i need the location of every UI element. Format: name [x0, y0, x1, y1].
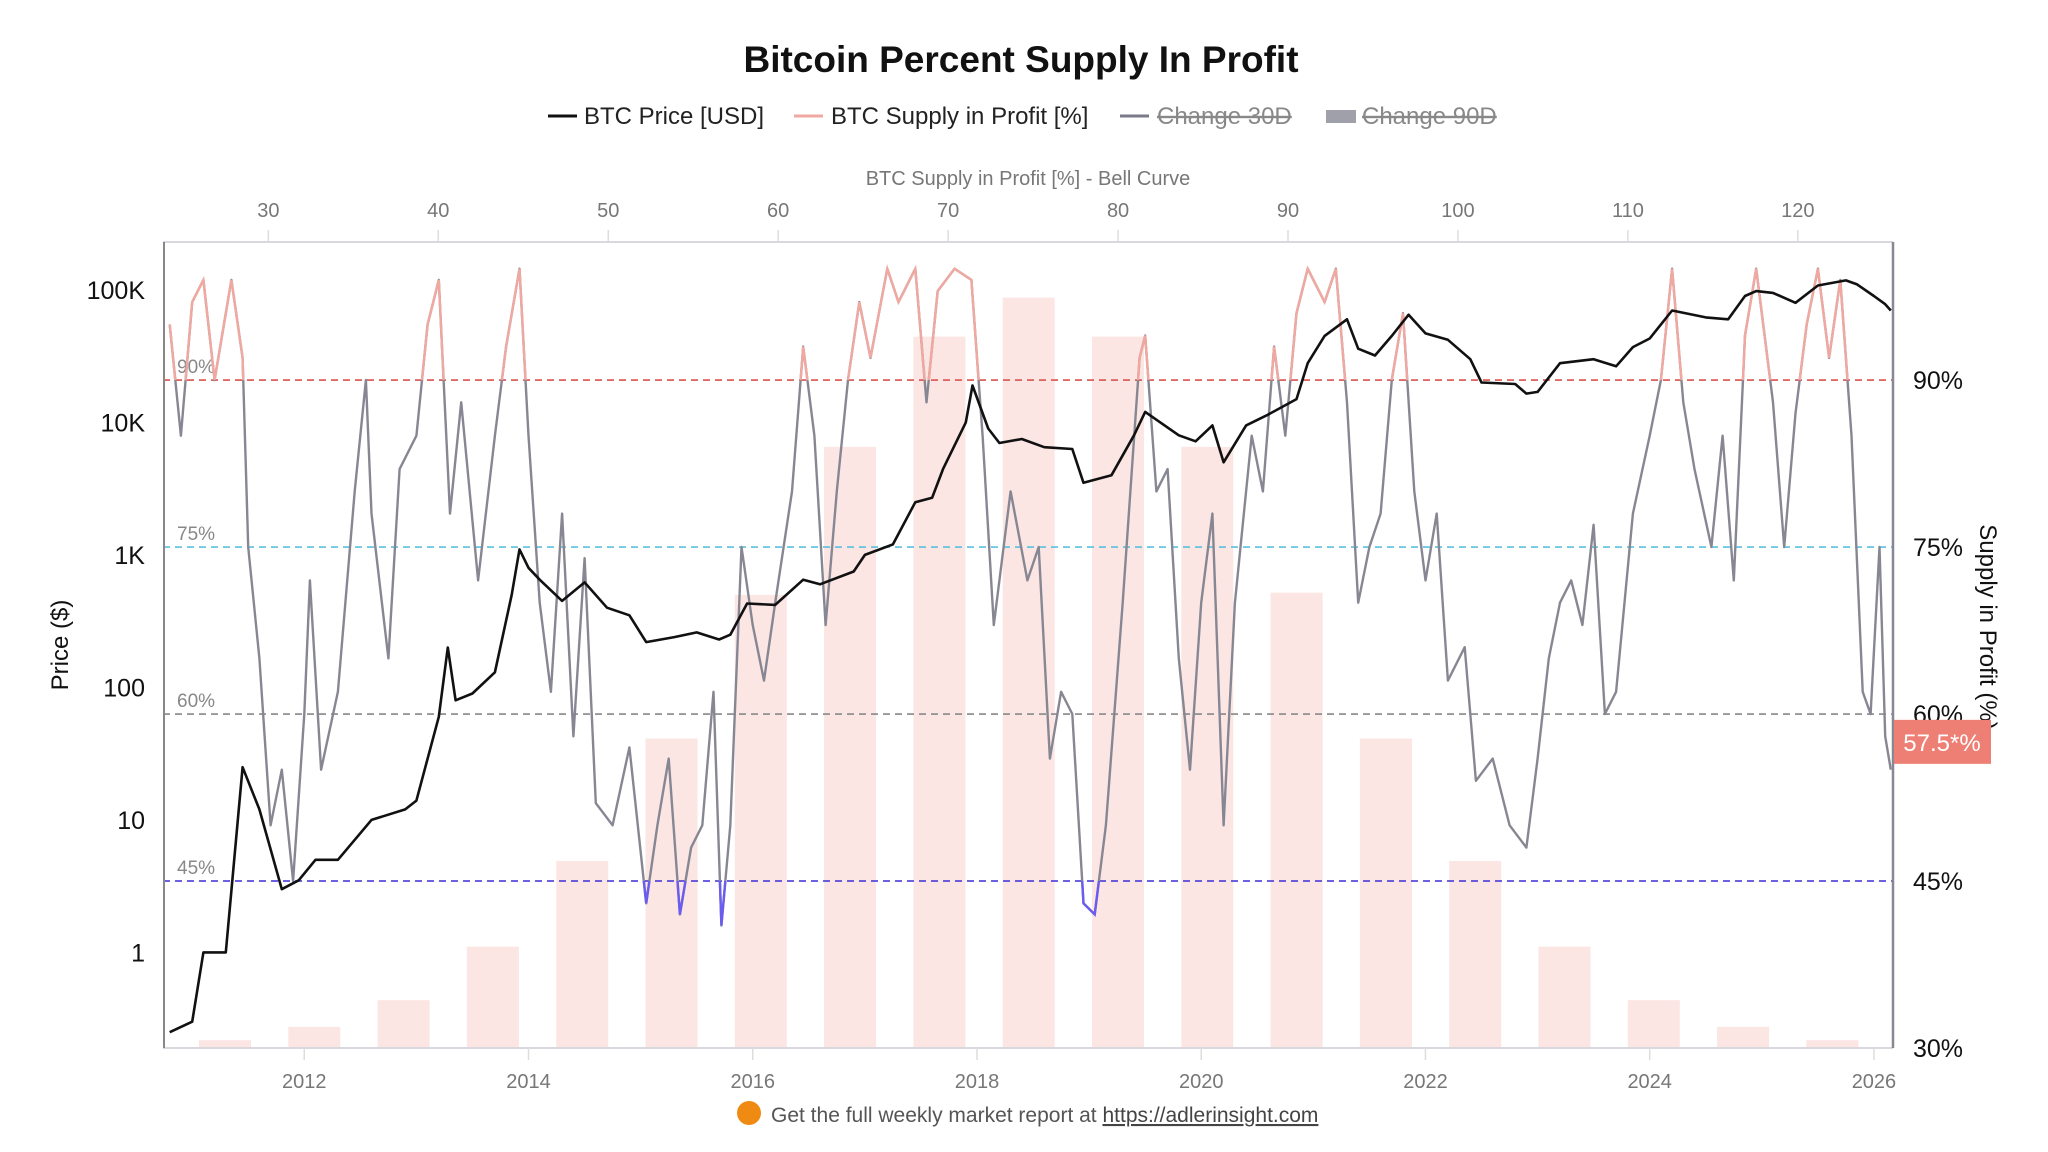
top-tick-label: 40 — [427, 200, 449, 222]
x-tick-label: 2016 — [730, 1071, 775, 1093]
top-tick-label: 110 — [1612, 200, 1644, 222]
legend-item-change-30d[interactable]: Change 30D — [1120, 103, 1292, 130]
btc-price-line — [169, 279, 1892, 1034]
legend-label: BTC Price [USD] — [584, 103, 764, 130]
bell-curve-bar — [377, 1000, 430, 1048]
bell-curve-bar — [1806, 1040, 1859, 1048]
x-tick-label: 2024 — [1627, 1071, 1672, 1093]
top-tick-label: 100 — [1441, 200, 1474, 222]
x-tick-label: 2014 — [506, 1071, 551, 1093]
bell-curve-bar — [1270, 592, 1323, 1048]
bell-curve-bar — [1002, 297, 1055, 1049]
top-tick-label: 70 — [937, 200, 959, 222]
bell-curve-bar — [288, 1026, 341, 1048]
footer-link[interactable]: https://adlerinsight.com — [1102, 1104, 1318, 1127]
top-tick-label: 120 — [1781, 200, 1814, 222]
legend-item-supply-in-profit[interactable]: BTC Supply in Profit [%] — [794, 103, 1088, 130]
plot-frame — [163, 241, 1895, 1049]
footer-text: Get the full weekly market report at — [771, 1104, 1102, 1127]
right-tick-label: 45% — [1913, 868, 1963, 896]
right-tick-label: 30% — [1913, 1035, 1963, 1063]
bell-curve-bar — [1359, 738, 1412, 1048]
reference-line-label: 45% — [177, 858, 215, 879]
bell-curve-bar — [199, 1040, 251, 1048]
reference-line-label: 90% — [177, 357, 215, 378]
left-axis-ticks: 100K 10K 1K 100 10 1 — [87, 277, 146, 968]
current-value-label: 57.5*% — [1903, 730, 1980, 757]
reference-lines: 90% 75% 60% 45% — [163, 357, 1893, 882]
chart-title: Bitcoin Percent Supply In Profit — [743, 39, 1298, 80]
legend-label: Change 90D — [1362, 103, 1497, 130]
left-axis-title: Price ($) — [47, 600, 74, 691]
bell-curve-bar — [1627, 1000, 1680, 1048]
bell-curve-bar — [466, 946, 519, 1048]
top-tick-label: 30 — [257, 200, 279, 222]
top-tick-label: 60 — [767, 200, 789, 222]
reference-line-label: 60% — [177, 691, 215, 712]
top-tick-label: 80 — [1107, 200, 1129, 222]
bell-curve-bar — [1449, 860, 1502, 1048]
top-axis-title: BTC Supply in Profit [%] - Bell Curve — [866, 168, 1191, 190]
x-tick-label: 2012 — [282, 1071, 327, 1093]
bell-curve-bar — [1717, 1026, 1770, 1048]
bell-curve-bar — [1092, 336, 1144, 1048]
top-tick-label: 90 — [1277, 200, 1299, 222]
bell-curve-bar — [1181, 446, 1234, 1048]
top-tick-label: 50 — [597, 200, 619, 222]
x-tick-label: 2020 — [1179, 1071, 1224, 1093]
x-tick-label: 2026 — [1852, 1071, 1897, 1093]
left-tick-label: 100 — [103, 674, 145, 702]
legend-label: BTC Supply in Profit [%] — [831, 103, 1088, 130]
bell-curve-bar — [556, 860, 609, 1048]
right-tick-label: 75% — [1913, 534, 1963, 562]
current-value-badge: 57.5*% — [1894, 719, 1991, 764]
legend-label: Change 30D — [1157, 103, 1292, 130]
x-axis-ticks: 2012 2014 2016 2018 2020 2022 2024 2026 — [282, 1048, 1896, 1093]
legend: BTC Price [USD] BTC Supply in Profit [%]… — [548, 103, 1497, 130]
left-tick-label: 1 — [131, 939, 145, 967]
x-tick-label: 2018 — [955, 1071, 1000, 1093]
top-axis-ticks: 30 40 50 60 70 80 90 100 110 120 — [257, 200, 1815, 242]
bell-curve-bars — [199, 297, 1859, 1049]
legend-item-btc-price[interactable]: BTC Price [USD] — [548, 103, 764, 130]
left-tick-label: 10K — [101, 409, 146, 437]
right-axis-ticks: 90%75%60%45%30% — [1913, 367, 1963, 1063]
left-tick-label: 1K — [114, 542, 145, 570]
left-tick-label: 100K — [87, 277, 146, 305]
footer: Get the full weekly market report at htt… — [737, 1101, 1318, 1127]
bell-curve-bar — [913, 336, 966, 1048]
left-tick-label: 10 — [117, 807, 145, 835]
right-axis-title: Supply in Profit (%) — [1974, 524, 2001, 729]
bell-curve-bar — [1538, 946, 1591, 1048]
right-tick-label: 90% — [1913, 367, 1963, 395]
reference-line-label: 75% — [177, 524, 215, 545]
x-tick-label: 2022 — [1403, 1071, 1448, 1093]
orange-circle-icon — [737, 1101, 761, 1125]
svg-text:Get the full weekly market rep: Get the full weekly market report at htt… — [771, 1104, 1318, 1127]
legend-item-change-90d[interactable]: Change 90D — [1326, 103, 1497, 130]
supply-line — [168, 267, 1892, 927]
